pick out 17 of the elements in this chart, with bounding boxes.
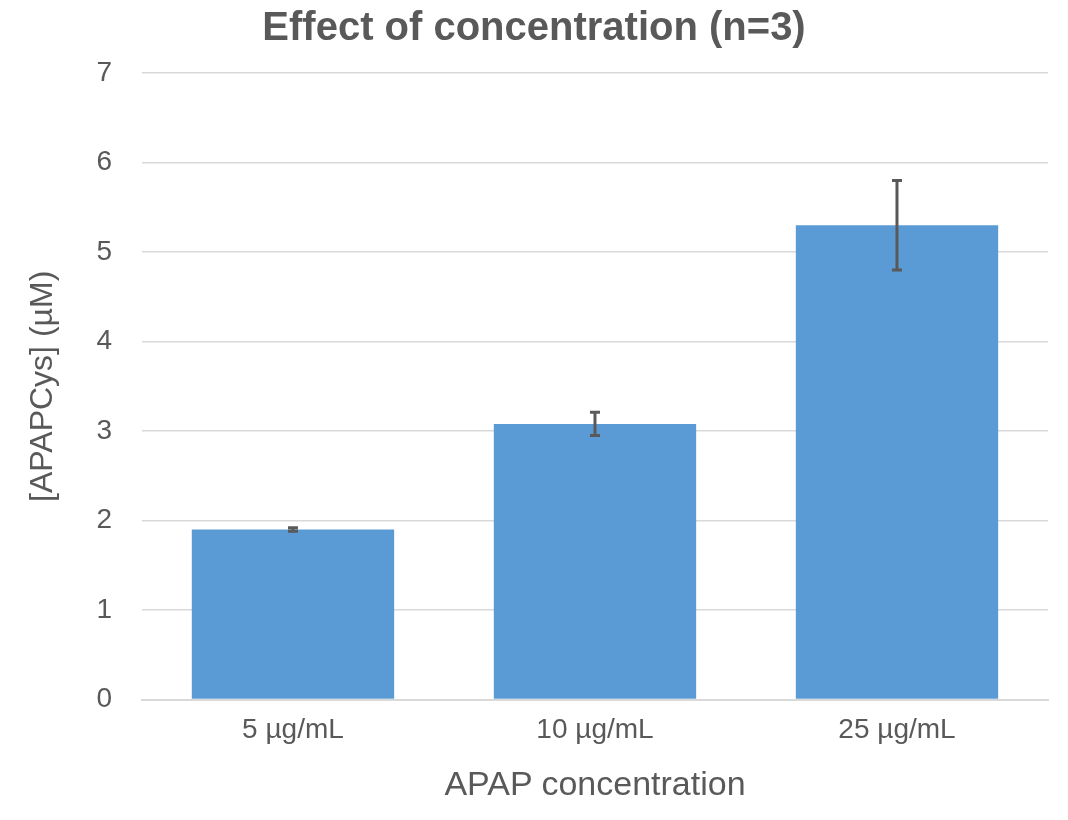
bar: [493, 423, 697, 699]
y-tick-label: 1: [96, 592, 112, 624]
y-tick-label: 5: [96, 234, 112, 266]
x-tick-label: 5 µg/mL: [242, 713, 344, 745]
y-tick-label: 0: [96, 682, 112, 714]
y-tick-label: 6: [96, 145, 112, 177]
y-tick-label: 7: [96, 55, 112, 87]
x-axis-title: APAP concentration: [444, 763, 746, 802]
x-tick-label: 25 µg/mL: [838, 713, 956, 745]
y-tick-label: 4: [96, 324, 112, 356]
chart-title: Effect of concentration (n=3): [262, 4, 806, 49]
y-axis-title: [APAPCys] (µM): [23, 270, 60, 502]
bar: [795, 225, 999, 699]
y-tick-label: 2: [96, 503, 112, 535]
y-tick-label: 3: [96, 413, 112, 445]
bar: [191, 529, 395, 699]
x-tick-label: 10 µg/mL: [536, 713, 654, 745]
